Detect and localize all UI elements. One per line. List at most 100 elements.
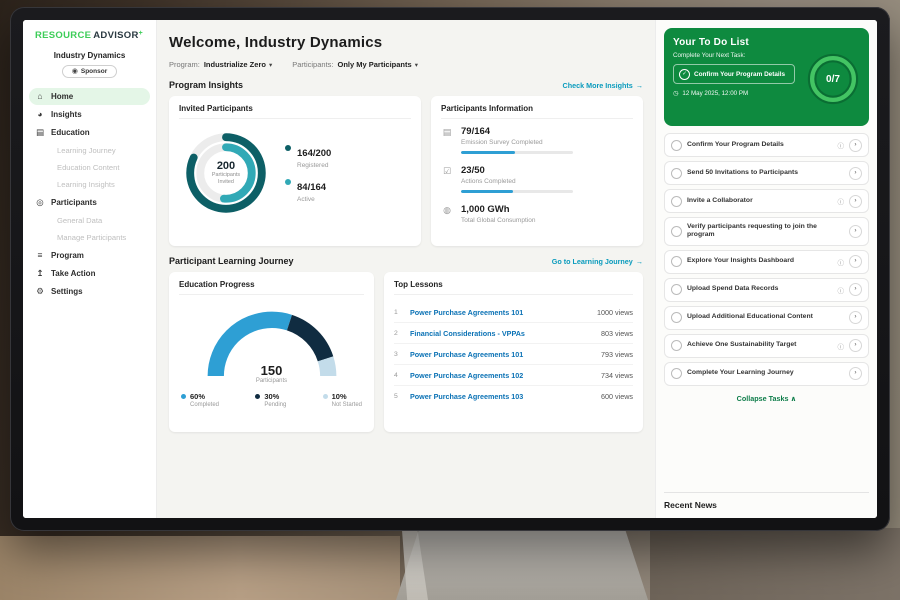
lesson-link[interactable]: Power Purchase Agreements 101 [410,349,524,359]
lesson-views: 793 views [601,349,633,359]
sidebar-item-learning-insights[interactable]: Learning Insights [29,176,150,193]
gauge-center-value: 150 [260,362,283,378]
sidebar-item-home[interactable]: ⌂ Home [29,88,150,105]
check-more-insights-link[interactable]: Check More Insights → [563,81,643,90]
legend-value: 84/164 [297,182,327,193]
task-checkbox[interactable] [671,368,682,380]
gauge-legend-item: 60% Completed [181,392,219,408]
sidebar-nav: ⌂ Home ◕ Insights ▤ Education Learning Journey… [23,88,156,300]
collapse-caret-icon: ∧ [790,393,797,403]
chevron-down-icon: ▾ [268,61,273,69]
chevron-right-icon[interactable]: › [849,166,862,180]
task-label: Verify participants requesting to join t… [687,222,817,239]
sidebar-item-manage-participants[interactable]: Manage Participants [29,229,150,246]
recent-news-header[interactable]: Recent News [664,492,869,510]
top-lessons-list: 1 Power Purchase Agreements 101 1000 views… [394,302,633,406]
chevron-right-icon[interactable]: › [849,339,862,353]
chevron-right-icon[interactable]: › [849,194,862,208]
filter-bar: Program: Industrialize Zero ▾ Participan… [169,60,643,69]
todo-item[interactable]: Explore Your Insights Dashboard ⓘ › [664,249,869,274]
info-icon[interactable]: ⓘ [837,287,845,295]
info-icon[interactable]: ⓘ [837,199,845,206]
lesson-views: 734 views [601,370,633,380]
lesson-link[interactable]: Power Purchase Agreements 103 [410,391,524,401]
info-icon[interactable]: ⓘ [837,143,845,150]
todo-item[interactable]: Invite a Collaborator ⓘ › [664,189,869,213]
task-checkbox[interactable] [671,167,682,179]
learning-journey-header: Participant Learning Journey Go to Learn… [169,256,643,266]
org-block: Industry Dynamics ◉ Sponsor [23,51,156,78]
gauge-center-label: 150 Participants [198,362,346,384]
task-checkbox[interactable] [671,340,682,352]
collapse-tasks-button[interactable]: Collapse Tasks ∧ [664,390,869,410]
task-checkbox[interactable] [671,284,682,296]
task-checkbox[interactable] [671,139,682,151]
chevron-right-icon[interactable]: › [849,283,862,297]
sidebar-item-label: General Data [57,216,103,225]
sidebar-item-label: Education [51,128,90,137]
settings-icon: ⚙ [36,286,44,297]
todo-title: Your To Do List [673,37,749,48]
todo-item[interactable]: Verify participants requesting to join t… [664,217,869,246]
invited-legend: 164/200 Registered 84/164 Active [285,135,331,211]
task-checkbox[interactable] [671,195,682,207]
sidebar-item-education-content[interactable]: Education Content [29,159,150,176]
chevron-right-icon[interactable]: › [849,367,862,381]
donut-center-value: 200 [216,159,236,172]
sidebar-item-education[interactable]: ▤ Education [29,124,150,141]
sidebar-item-program[interactable]: ≡ Program [29,247,150,264]
home-icon: ⌂ [37,91,43,102]
sidebar-item-learning-journey[interactable]: Learning Journey [29,142,150,159]
education-icon: ▤ [35,127,45,138]
sidebar-item-take-action[interactable]: ↥ Take Action [29,265,150,282]
chevron-right-icon[interactable]: › [849,224,862,238]
sidebar-item-insights[interactable]: ◕ Insights [29,106,150,123]
lesson-link[interactable]: Power Purchase Agreements 102 [410,370,524,380]
legend-dot [285,179,291,185]
progress-bar [461,190,573,193]
participants-info-row: ☑ 23/50 Actions Completed [441,165,633,193]
task-checkbox[interactable] [671,256,682,268]
legend-label: Active [297,196,315,203]
participants-dropdown[interactable]: Participants: Only My Participants ▾ [292,60,418,69]
donut-center-label: 200 Participants Invited [179,126,273,220]
insights-icon: ◕ [37,109,43,120]
info-value: 23/50 [461,165,485,176]
todo-item[interactable]: Upload Additional Educational Content › [664,305,869,330]
sidebar-item-general-data[interactable]: General Data [29,212,150,229]
chevron-right-icon[interactable]: › [849,138,862,152]
education-gauge-chart: 150 Participants [198,302,346,384]
chevron-right-icon[interactable]: › [849,255,862,269]
todo-item[interactable]: Confirm Your Program Details ⓘ › [664,133,869,157]
sidebar-item-settings[interactable]: ⚙ Settings [29,283,150,300]
todo-item[interactable]: Complete Your Learning Journey › [664,361,869,386]
todo-item[interactable]: Send 50 Invitations to Participants › [664,161,869,185]
go-to-learning-journey-link[interactable]: Go to Learning Journey → [552,257,643,266]
lesson-link[interactable]: Financial Considerations - VPPAs [410,328,525,338]
main-content: Welcome, Industry Dynamics Program: Indu… [157,20,655,518]
sidebar-item-label: Education Content [57,163,120,172]
legend-label: Completed [190,402,220,408]
sponsor-badge[interactable]: ◉ Sponsor [61,65,118,78]
consumption-icon: ◍ [443,205,451,215]
todo-item[interactable]: Upload Spend Data Records ⓘ › [664,277,869,302]
task-checkbox[interactable] [671,225,682,237]
program-dropdown[interactable]: Program: Industrialize Zero ▾ [169,60,272,69]
info-icon[interactable]: ⓘ [837,259,845,267]
sidebar-item-participants[interactable]: ◎ Participants [29,194,150,211]
program-label: Program: [169,60,200,69]
sponsor-icon: ◉ [71,68,78,75]
task-checkbox[interactable] [671,312,682,324]
sidebar-item-label: Program [51,251,84,260]
next-task-button[interactable]: ✓ Confirm Your Program Details [673,64,795,84]
chevron-right-icon[interactable]: › [849,311,862,325]
survey-icon: ▤ [442,127,452,137]
invited-donut-chart: 200 Participants Invited [179,126,273,220]
legend-item: 164/200 Registered [285,143,331,169]
lesson-link[interactable]: Power Purchase Agreements 101 [410,307,524,317]
info-icon[interactable]: ⓘ [837,343,845,351]
todo-item[interactable]: Achieve One Sustainability Target ⓘ › [664,333,869,358]
participants-information-card: Participants Information ▤ 79/164 Emission… [431,96,643,246]
donut-center-caption: Participants Invited [211,171,241,185]
take-action-icon: ↥ [36,268,44,279]
